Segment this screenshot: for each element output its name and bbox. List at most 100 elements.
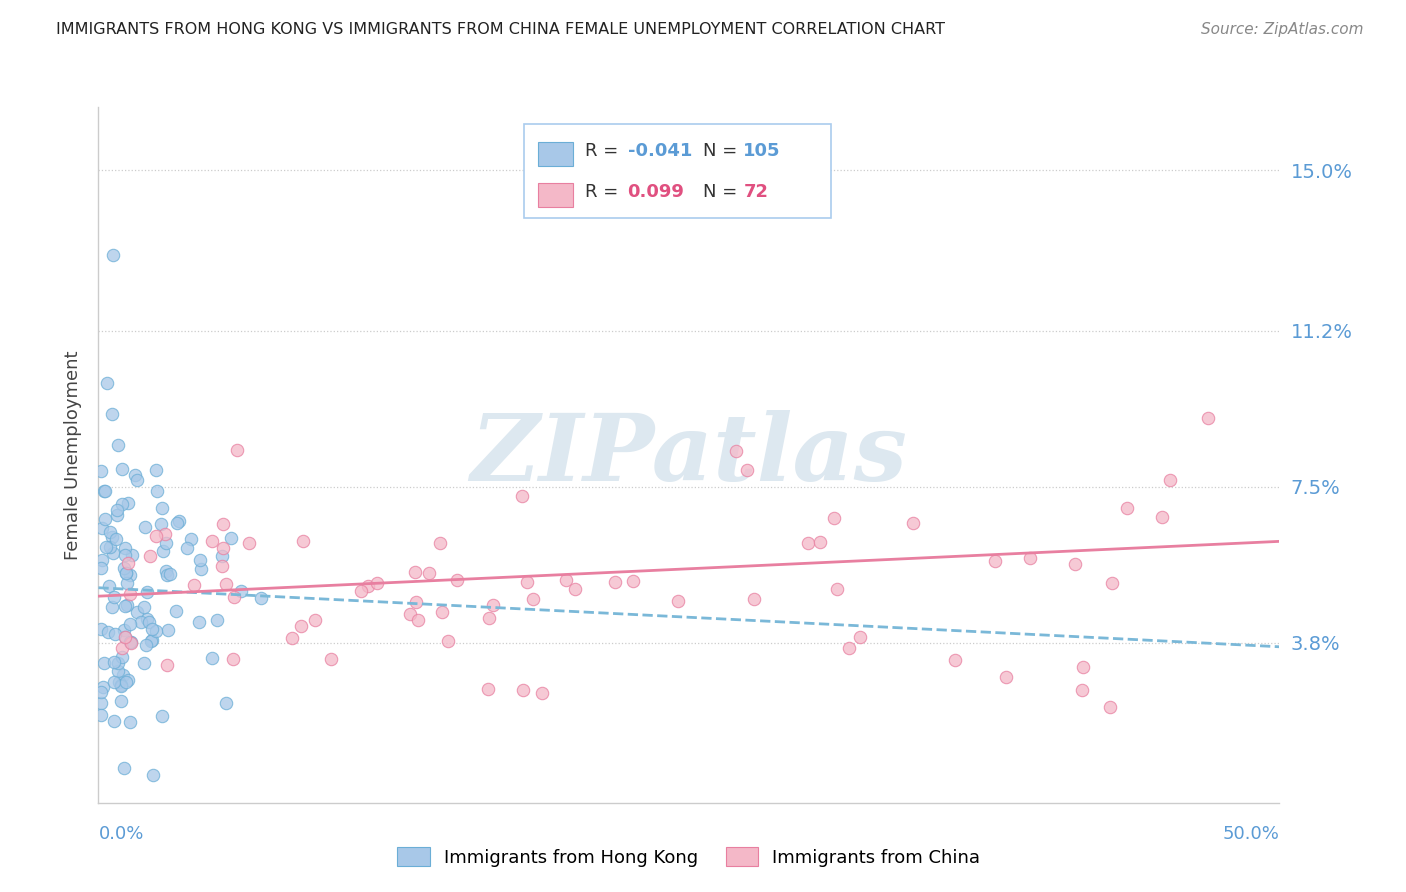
- Point: [1101, 576, 1123, 591]
- Point: [117, 556, 139, 570]
- Point: [96, 376, 118, 390]
- Point: [104, 627, 127, 641]
- Point: [153, 526, 176, 541]
- Point: [621, 574, 644, 589]
- Point: [105, 508, 128, 522]
- Point: [165, 604, 187, 618]
- Point: [201, 534, 224, 549]
- Point: [90, 622, 112, 636]
- Point: [1115, 501, 1137, 516]
- Point: [97, 579, 120, 593]
- Point: [156, 568, 179, 582]
- Point: [118, 715, 141, 730]
- Point: [319, 652, 342, 666]
- Point: [115, 566, 138, 580]
- Point: [180, 532, 202, 546]
- Point: [93, 484, 115, 499]
- Point: [190, 561, 212, 575]
- Point: [114, 541, 136, 556]
- FancyBboxPatch shape: [537, 142, 574, 166]
- Point: [103, 590, 125, 604]
- Point: [408, 613, 430, 627]
- Point: [112, 561, 135, 575]
- Point: [735, 463, 758, 477]
- Point: [215, 697, 238, 711]
- Point: [114, 599, 136, 613]
- Point: [90, 553, 112, 567]
- Point: [107, 656, 129, 670]
- Point: [114, 675, 136, 690]
- Point: [418, 566, 440, 581]
- Point: [724, 444, 747, 458]
- Point: [166, 516, 188, 531]
- Point: [152, 544, 174, 558]
- Point: [477, 682, 499, 697]
- Point: [150, 708, 173, 723]
- Point: [93, 657, 115, 671]
- Point: [90, 521, 112, 535]
- Point: [156, 623, 179, 637]
- Point: [219, 531, 242, 545]
- Point: [512, 682, 534, 697]
- Point: [984, 554, 1007, 568]
- Point: [103, 655, 125, 669]
- Point: [135, 612, 157, 626]
- Point: [91, 680, 114, 694]
- Point: [1018, 551, 1040, 566]
- Point: [93, 483, 115, 498]
- Point: [103, 714, 125, 728]
- Point: [110, 678, 132, 692]
- Point: [94, 540, 117, 554]
- Point: [142, 768, 165, 782]
- Point: [134, 520, 156, 534]
- Text: N =: N =: [703, 183, 744, 201]
- Point: [1098, 700, 1121, 714]
- Point: [107, 664, 129, 678]
- Point: [112, 623, 135, 637]
- Point: [516, 575, 538, 590]
- Point: [603, 574, 626, 589]
- Point: [107, 438, 129, 452]
- Point: [229, 584, 252, 599]
- Point: [249, 591, 271, 606]
- Point: [211, 549, 233, 563]
- Point: [159, 567, 181, 582]
- Text: 0.099: 0.099: [627, 183, 685, 201]
- Point: [825, 582, 848, 596]
- Point: [114, 630, 136, 644]
- Point: [111, 649, 134, 664]
- Point: [139, 634, 162, 648]
- Point: [101, 600, 124, 615]
- Point: [90, 464, 112, 478]
- Point: [155, 564, 177, 578]
- Point: [100, 530, 122, 544]
- Point: [1071, 682, 1094, 697]
- Point: [103, 674, 125, 689]
- Point: [118, 567, 141, 582]
- FancyBboxPatch shape: [523, 124, 831, 219]
- Point: [145, 529, 167, 543]
- Point: [90, 696, 112, 710]
- Y-axis label: Female Unemployment: Female Unemployment: [63, 351, 82, 559]
- Point: [101, 407, 124, 421]
- Point: [136, 585, 159, 599]
- Point: [105, 503, 128, 517]
- Point: [478, 611, 501, 625]
- Text: 72: 72: [744, 183, 768, 201]
- Point: [167, 514, 190, 528]
- Point: [222, 590, 245, 604]
- Text: -0.041: -0.041: [627, 142, 692, 160]
- Point: [118, 635, 141, 649]
- Text: 50.0%: 50.0%: [1223, 825, 1279, 843]
- Text: Source: ZipAtlas.com: Source: ZipAtlas.com: [1201, 22, 1364, 37]
- Point: [808, 535, 831, 549]
- Point: [1150, 510, 1173, 524]
- Point: [125, 473, 148, 487]
- Text: R =: R =: [585, 142, 624, 160]
- Point: [149, 516, 172, 531]
- Point: [1197, 411, 1219, 425]
- Point: [291, 533, 314, 548]
- Point: [127, 605, 149, 619]
- Point: [399, 607, 422, 621]
- Point: [145, 624, 167, 638]
